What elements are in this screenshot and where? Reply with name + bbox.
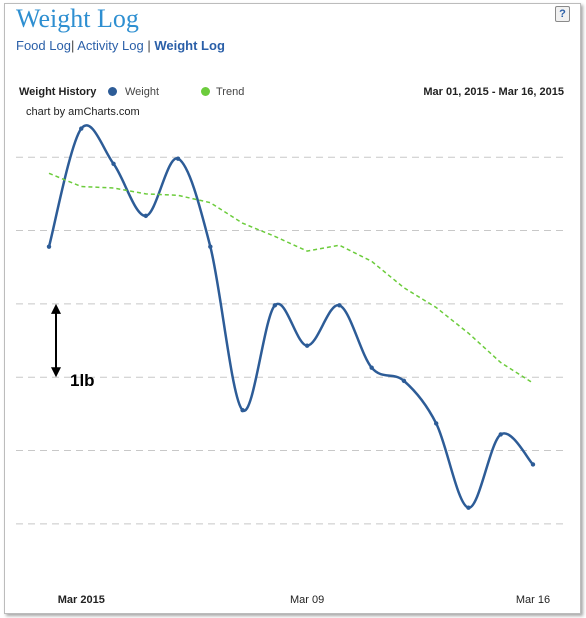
nav-separator: |	[70, 38, 75, 53]
weight-point	[369, 365, 374, 370]
chart-series	[46, 124, 536, 510]
legend-trend-marker	[201, 87, 210, 96]
weight-point	[175, 156, 181, 161]
x-axis-labels: Mar 2015 Mar 09 Mar 16	[58, 594, 550, 606]
chart-title: Weight History	[19, 86, 97, 98]
x-tick-label: Mar 16	[516, 594, 550, 606]
legend-trend-label[interactable]: Trend	[216, 86, 245, 98]
weight-series-line	[47, 124, 534, 509]
nav-food-log-link[interactable]: Food Log	[16, 38, 71, 53]
nav-weight-log-link[interactable]: Weight Log	[154, 38, 225, 53]
legend-fade	[156, 84, 198, 100]
widget-frame	[4, 3, 581, 614]
nav-activity-log-link[interactable]: Activity Log	[77, 38, 144, 53]
weight-point	[208, 244, 213, 249]
help-icon[interactable]: ?	[555, 6, 570, 22]
trend-series-line	[48, 172, 534, 384]
weight-point	[272, 303, 278, 308]
page-title: Weight Log	[16, 4, 139, 33]
weight-point	[401, 378, 407, 384]
weight-point	[434, 421, 439, 426]
weight-point	[530, 462, 536, 467]
x-tick-label: Mar 2015	[58, 594, 105, 606]
legend-weight-marker	[108, 87, 117, 96]
x-tick-label: Mar 09	[290, 594, 324, 606]
weight-point	[304, 343, 310, 348]
log-nav: Food Log| Activity Log | Weight Log	[16, 38, 225, 53]
one-pound-arrow	[51, 303, 61, 378]
annotation-label: 1lb	[70, 371, 95, 390]
weight-point	[143, 213, 148, 219]
date-range: Mar 01, 2015 - Mar 16, 2015	[423, 86, 564, 98]
nav-separator: |	[147, 38, 151, 53]
annotation-arrowhead-down	[51, 367, 61, 378]
weight-point	[466, 505, 471, 510]
legend-weight-label[interactable]: Weight	[125, 86, 160, 98]
weight-point	[79, 126, 84, 131]
amcharts-credit[interactable]: chart by amCharts.com	[26, 106, 140, 118]
weight-point	[111, 161, 116, 166]
weight-point	[46, 244, 52, 249]
gridlines	[16, 156, 565, 525]
weight-point	[498, 432, 503, 437]
weight-point	[240, 408, 245, 413]
weight-point	[337, 303, 342, 308]
annotation-arrowhead-up	[51, 303, 61, 314]
